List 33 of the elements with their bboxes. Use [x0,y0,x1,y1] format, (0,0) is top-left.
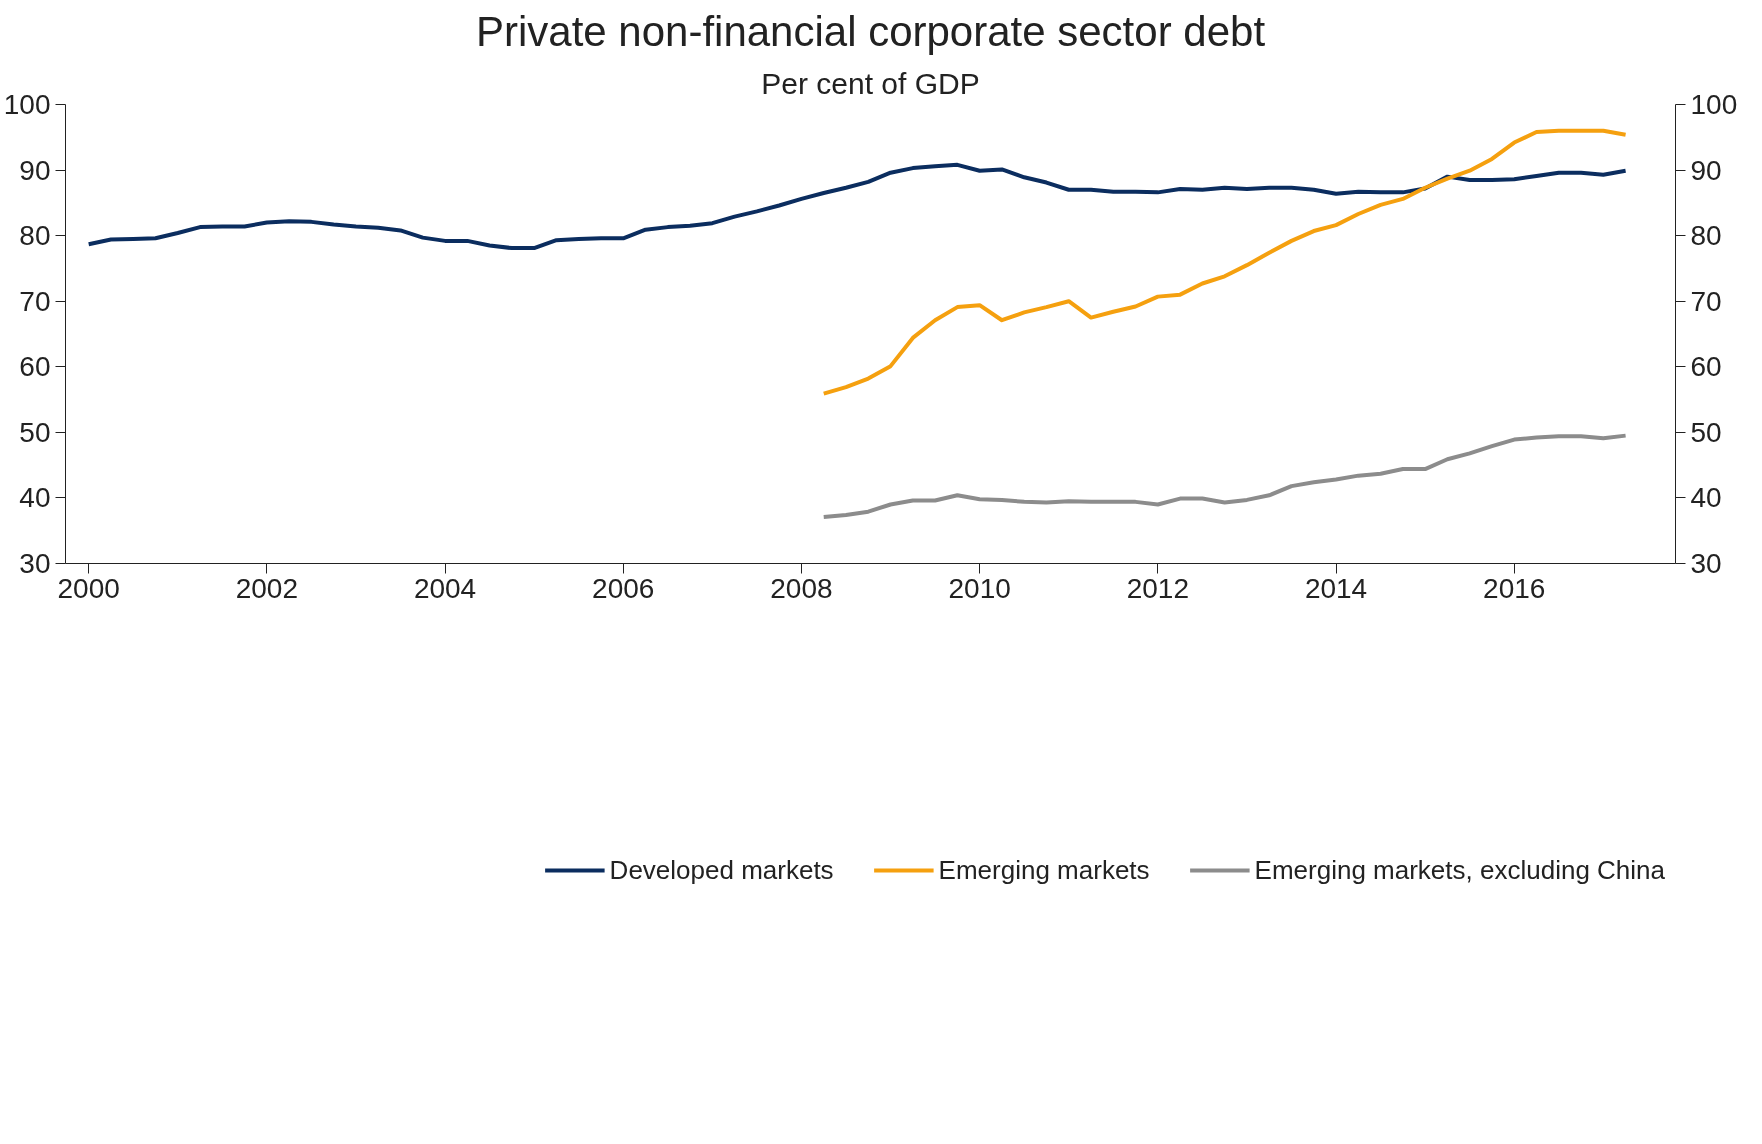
y2-tick-label: 90 [1690,154,1722,186]
y2-tick-label: 60 [1690,351,1722,383]
x-tick-label: 2002 [235,572,299,604]
x-tick-label: 2000 [57,572,120,604]
x-tick-label: 2008 [770,572,833,604]
legend-label: Emerging markets [938,854,1150,886]
x-tick-label: 2016 [1483,572,1546,604]
x-tick-label: 2010 [948,572,1011,604]
chart-subtitle: Per cent of GDP [761,66,980,100]
line-series [821,433,1628,519]
y-tick-label: 70 [19,285,51,317]
y2-tick-label: 80 [1690,220,1722,252]
y2-tick-label: 100 [1690,89,1738,120]
y-tick-label: 30 [19,548,51,579]
y-tick-label: 60 [19,351,51,383]
y-tick-label: 100 [3,89,51,120]
x-tick-label: 2014 [1304,572,1368,604]
x-tick-label: 2006 [592,572,655,604]
y-tick-label: 50 [19,416,51,448]
chart-title: Private non-financial corporate sector debt [475,7,1266,55]
y-tick-label: 80 [19,220,51,252]
y-tick-label: 90 [19,154,51,186]
legend-label: Developed markets [609,854,834,886]
y2-tick-label: 70 [1690,285,1722,317]
y2-tick-label: 50 [1690,416,1722,448]
x-tick-label: 2004 [413,572,477,604]
line-series [821,128,1628,396]
y2-tick-label: 30 [1690,548,1722,579]
line-series [86,162,1628,251]
y-tick-label: 40 [19,482,51,514]
x-tick-label: 2012 [1126,572,1189,604]
y2-tick-label: 40 [1690,482,1722,514]
legend-label: Emerging markets, excluding China [1254,854,1665,886]
